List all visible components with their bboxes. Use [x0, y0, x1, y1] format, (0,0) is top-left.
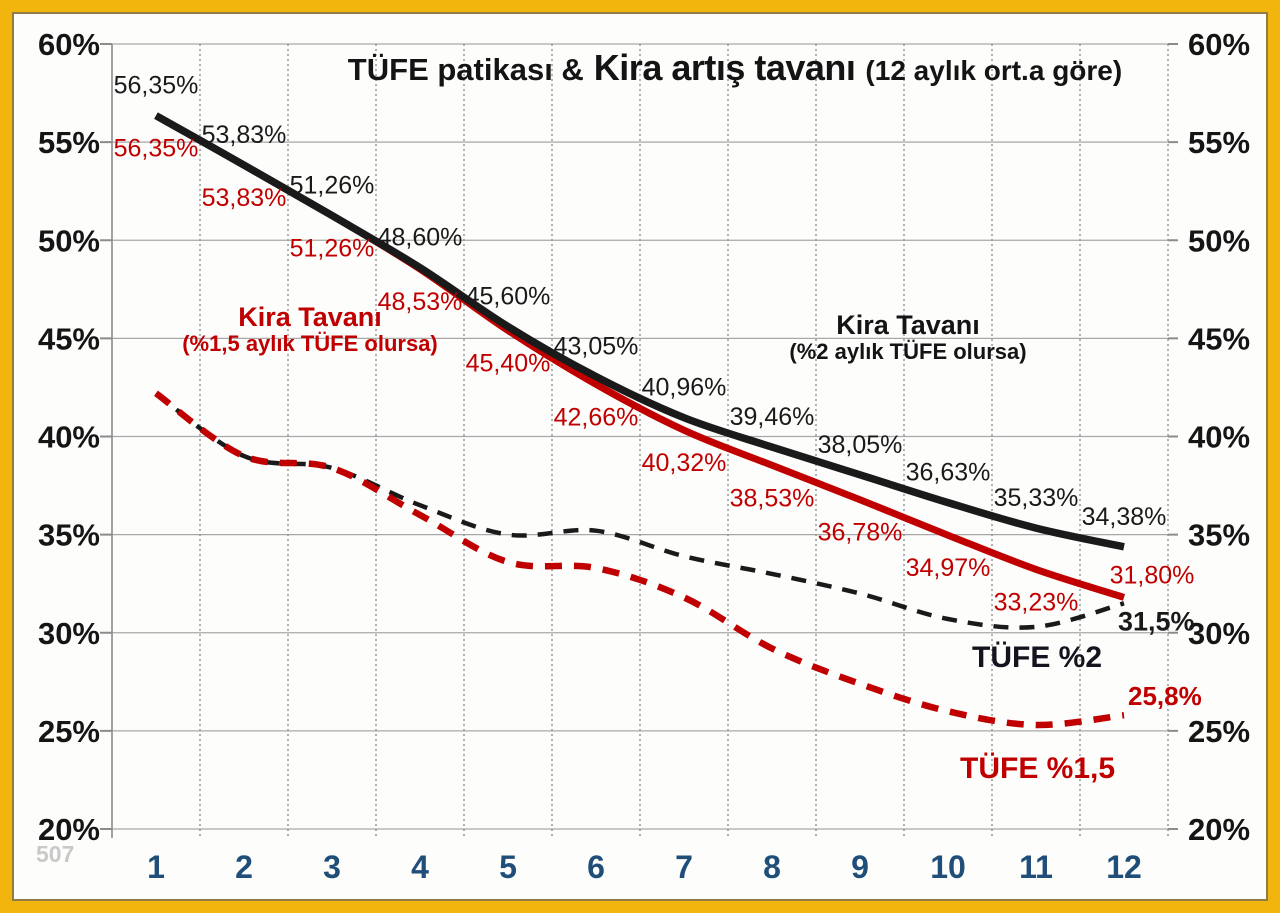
- y-axis-label-right-55: 55%: [1188, 125, 1250, 160]
- data-label-red-2: 53,83%: [202, 184, 287, 212]
- data-label-red-1: 56,35%: [114, 135, 199, 163]
- data-label-black-3: 51,26%: [290, 172, 375, 200]
- annotation-kira-tavani-1-5: Kira Tavanı (%1,5 aylık TÜFE olursa): [120, 302, 500, 357]
- data-label-black-7: 40,96%: [642, 374, 727, 402]
- y-axis-label-right-25: 25%: [1188, 714, 1250, 749]
- x-axis-label-10: 10: [930, 849, 966, 885]
- data-label-red-8: 38,53%: [730, 484, 815, 512]
- data-label-black-10: 36,63%: [906, 459, 991, 487]
- chart-title: TÜFE patikası & Kira artış tavanı (12 ay…: [347, 47, 1123, 88]
- x-axis-label-1: 1: [147, 849, 165, 885]
- x-axis-label-3: 3: [323, 849, 341, 885]
- annotation-tufe-2: TÜFE %2: [972, 641, 1103, 674]
- series-line-3-dashed: [154, 390, 1125, 729]
- chart-area: 60% 60% 55% 55% 50% 50% 45% 45% 40% 40% 35% 35% 30% 3…: [12, 12, 1268, 901]
- x-axis-label-5: 5: [499, 849, 517, 885]
- y-axis-label-right-30: 30%: [1188, 616, 1250, 651]
- data-label-black-9: 38,05%: [818, 431, 903, 459]
- annotation-tufe-1-5: TÜFE %1,5: [960, 752, 1116, 785]
- y-axis-label-right-50: 50%: [1188, 223, 1250, 258]
- y-axis-label-right-60: 60%: [1188, 27, 1250, 62]
- data-label-black-8: 39,46%: [730, 403, 815, 431]
- data-label-red-9: 36,78%: [818, 519, 903, 547]
- data-label-black-1: 56,35%: [114, 72, 199, 100]
- data-label-red-12: 31,80%: [1110, 561, 1195, 589]
- series-line-2-dashed: [154, 391, 1125, 630]
- x-axis-label-12: 12: [1106, 849, 1142, 885]
- data-label-black-4: 48,60%: [378, 224, 463, 252]
- end-label-tufe-2: 31,5%: [1118, 606, 1195, 636]
- data-label-black-5: 45,60%: [466, 283, 551, 311]
- y-axis-label-left-25: 25%: [38, 714, 100, 749]
- y-axis-label-left-55: 55%: [38, 125, 100, 160]
- data-label-red-10: 34,97%: [906, 554, 991, 582]
- y-axis-label-right-45: 45%: [1188, 321, 1250, 356]
- watermark-number: 507: [36, 841, 75, 867]
- data-label-red-5: 45,40%: [466, 350, 551, 378]
- chart-title-part2: Kira artış tavanı: [593, 47, 856, 88]
- chart-title-part3: (12 aylık ort.a göre): [865, 55, 1123, 86]
- annotation-kira-tavani-1-5-line1: Kira Tavanı: [238, 302, 382, 332]
- y-axis-label-right-20: 20%: [1188, 812, 1250, 847]
- series-line-0-solid: [154, 112, 1125, 551]
- y-axis-label-left-60: 60%: [38, 27, 100, 62]
- y-axis-label-left-35: 35%: [38, 518, 100, 553]
- y-axis-label-left-50: 50%: [38, 223, 100, 258]
- chart-title-part1: TÜFE patikası &: [347, 52, 584, 87]
- y-axis-label-left-20: 20%: [38, 812, 100, 847]
- x-axis-label-11: 11: [1019, 849, 1053, 885]
- data-label-red-3: 51,26%: [290, 235, 375, 263]
- annotation-kira-tavani-2-line1: Kira Tavanı: [836, 310, 980, 340]
- x-axis-label-4: 4: [411, 849, 429, 885]
- line-chart: 60% 60%55% 55%50% 50%45% 45%40% 40%35% 35%30% 3…: [38, 27, 1250, 885]
- data-label-red-6: 42,66%: [554, 403, 639, 431]
- y-axis-label-right-35: 35%: [1188, 518, 1250, 553]
- data-label-black-2: 53,83%: [202, 121, 287, 149]
- data-label-red-4: 48,53%: [378, 288, 463, 316]
- x-axis-label-2: 2: [235, 849, 253, 885]
- data-label-red-7: 40,32%: [642, 449, 727, 477]
- data-label-black-11: 35,33%: [994, 484, 1079, 512]
- x-axis-label-6: 6: [587, 849, 605, 885]
- annotation-kira-tavani-2: Kira Tavanı (%2 aylık TÜFE olursa): [718, 310, 1098, 365]
- data-label-black-12: 34,38%: [1082, 503, 1167, 531]
- data-label-red-11: 33,23%: [994, 588, 1079, 616]
- y-axis-label-left-45: 45%: [38, 321, 100, 356]
- x-axis-label-7: 7: [675, 849, 693, 885]
- x-axis-label-8: 8: [763, 849, 781, 885]
- annotation-kira-tavani-2-line2: (%2 aylık TÜFE olursa): [789, 339, 1027, 365]
- data-label-black-6: 43,05%: [554, 333, 639, 361]
- end-label-tufe-1-5: 25,8%: [1128, 681, 1202, 711]
- annotation-kira-tavani-1-5-line2: (%1,5 aylık TÜFE olursa): [182, 331, 438, 357]
- y-axis-label-left-40: 40%: [38, 420, 100, 455]
- y-axis-label-right-40: 40%: [1188, 420, 1250, 455]
- x-axis-label-9: 9: [851, 849, 869, 885]
- y-axis-label-left-30: 30%: [38, 616, 100, 651]
